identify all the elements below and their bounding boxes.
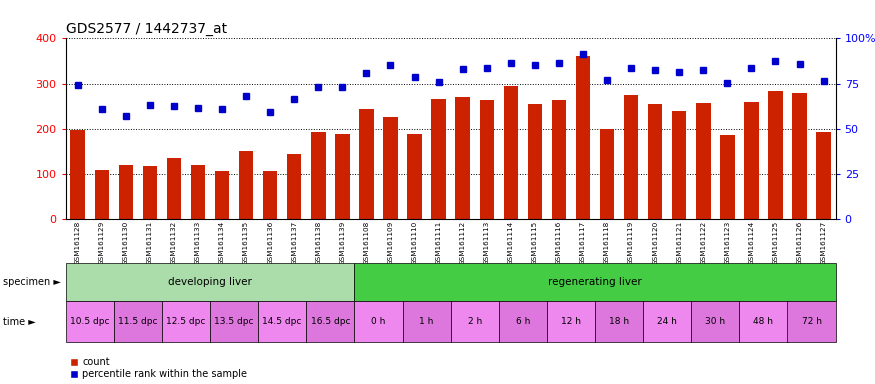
Bar bbox=[383, 117, 397, 219]
Bar bbox=[816, 132, 831, 219]
Text: 1 h: 1 h bbox=[419, 317, 434, 326]
Text: 14.5 dpc: 14.5 dpc bbox=[262, 317, 302, 326]
Bar bbox=[600, 129, 614, 219]
Text: developing liver: developing liver bbox=[168, 277, 252, 287]
Bar bbox=[263, 170, 277, 219]
Bar bbox=[745, 101, 759, 219]
Text: 12.5 dpc: 12.5 dpc bbox=[166, 317, 206, 326]
Bar bbox=[696, 103, 710, 219]
Bar bbox=[167, 158, 181, 219]
Bar bbox=[480, 100, 494, 219]
Text: 10.5 dpc: 10.5 dpc bbox=[70, 317, 109, 326]
Text: 30 h: 30 h bbox=[705, 317, 725, 326]
Text: 13.5 dpc: 13.5 dpc bbox=[214, 317, 254, 326]
Bar bbox=[793, 93, 807, 219]
Bar bbox=[143, 166, 158, 219]
Bar bbox=[191, 165, 206, 219]
Text: 18 h: 18 h bbox=[609, 317, 629, 326]
Text: 0 h: 0 h bbox=[371, 317, 386, 326]
Bar bbox=[624, 95, 639, 219]
Bar bbox=[431, 99, 446, 219]
Bar bbox=[528, 104, 542, 219]
Text: regenerating liver: regenerating liver bbox=[548, 277, 642, 287]
Bar bbox=[552, 100, 566, 219]
Bar bbox=[768, 91, 783, 219]
Bar bbox=[360, 109, 374, 219]
Bar bbox=[239, 151, 254, 219]
Bar bbox=[648, 104, 662, 219]
Legend: count, percentile rank within the sample: count, percentile rank within the sample bbox=[71, 357, 247, 379]
Text: 16.5 dpc: 16.5 dpc bbox=[311, 317, 350, 326]
Bar bbox=[312, 132, 326, 219]
Bar bbox=[576, 56, 591, 219]
Bar bbox=[287, 154, 301, 219]
Text: 72 h: 72 h bbox=[802, 317, 822, 326]
Bar bbox=[335, 134, 350, 219]
Bar bbox=[119, 165, 133, 219]
Text: 48 h: 48 h bbox=[753, 317, 774, 326]
Bar bbox=[504, 86, 518, 219]
Bar bbox=[215, 170, 229, 219]
Text: 24 h: 24 h bbox=[657, 317, 677, 326]
Bar bbox=[720, 134, 735, 219]
Text: 12 h: 12 h bbox=[561, 317, 581, 326]
Text: 11.5 dpc: 11.5 dpc bbox=[118, 317, 158, 326]
Text: 2 h: 2 h bbox=[467, 317, 482, 326]
Text: GDS2577 / 1442737_at: GDS2577 / 1442737_at bbox=[66, 22, 227, 36]
Text: 6 h: 6 h bbox=[515, 317, 530, 326]
Bar bbox=[456, 97, 470, 219]
Text: time ►: time ► bbox=[3, 316, 35, 327]
Bar bbox=[94, 170, 109, 219]
Bar bbox=[672, 111, 687, 219]
Text: specimen ►: specimen ► bbox=[3, 277, 60, 287]
Bar bbox=[71, 130, 85, 219]
Bar bbox=[408, 134, 422, 219]
